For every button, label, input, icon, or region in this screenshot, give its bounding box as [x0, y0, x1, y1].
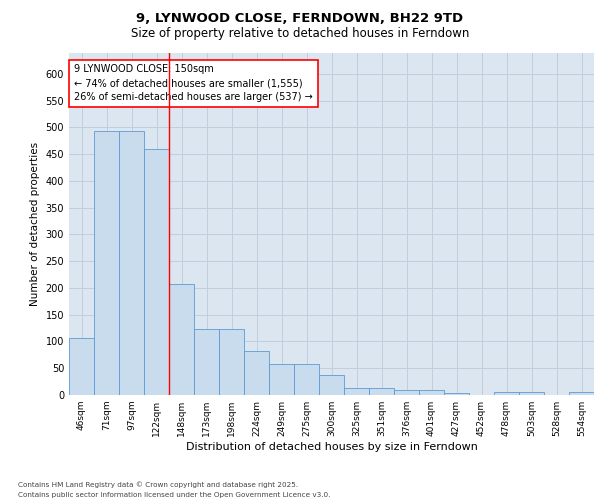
Bar: [369, 388, 394, 395]
Bar: [569, 392, 594, 395]
Bar: [269, 364, 294, 395]
X-axis label: Distribution of detached houses by size in Ferndown: Distribution of detached houses by size …: [185, 442, 478, 452]
Bar: [144, 149, 169, 395]
Bar: [69, 338, 94, 395]
Bar: [319, 374, 344, 395]
Text: 9 LYNWOOD CLOSE: 150sqm
← 74% of detached houses are smaller (1,555)
26% of semi: 9 LYNWOOD CLOSE: 150sqm ← 74% of detache…: [74, 64, 313, 102]
Bar: [194, 328, 219, 395]
Bar: [244, 351, 269, 395]
Bar: [294, 364, 319, 395]
Text: Contains public sector information licensed under the Open Government Licence v3: Contains public sector information licen…: [18, 492, 331, 498]
Text: Contains HM Land Registry data © Crown copyright and database right 2025.: Contains HM Land Registry data © Crown c…: [18, 481, 298, 488]
Text: 9, LYNWOOD CLOSE, FERNDOWN, BH22 9TD: 9, LYNWOOD CLOSE, FERNDOWN, BH22 9TD: [136, 12, 464, 26]
Bar: [419, 390, 444, 395]
Bar: [94, 131, 119, 395]
Bar: [119, 131, 144, 395]
Bar: [169, 284, 194, 395]
Text: Size of property relative to detached houses in Ferndown: Size of property relative to detached ho…: [131, 28, 469, 40]
Bar: [394, 390, 419, 395]
Bar: [494, 392, 519, 395]
Bar: [444, 393, 469, 395]
Bar: [219, 328, 244, 395]
Bar: [344, 388, 369, 395]
Y-axis label: Number of detached properties: Number of detached properties: [30, 142, 40, 306]
Bar: [519, 392, 544, 395]
